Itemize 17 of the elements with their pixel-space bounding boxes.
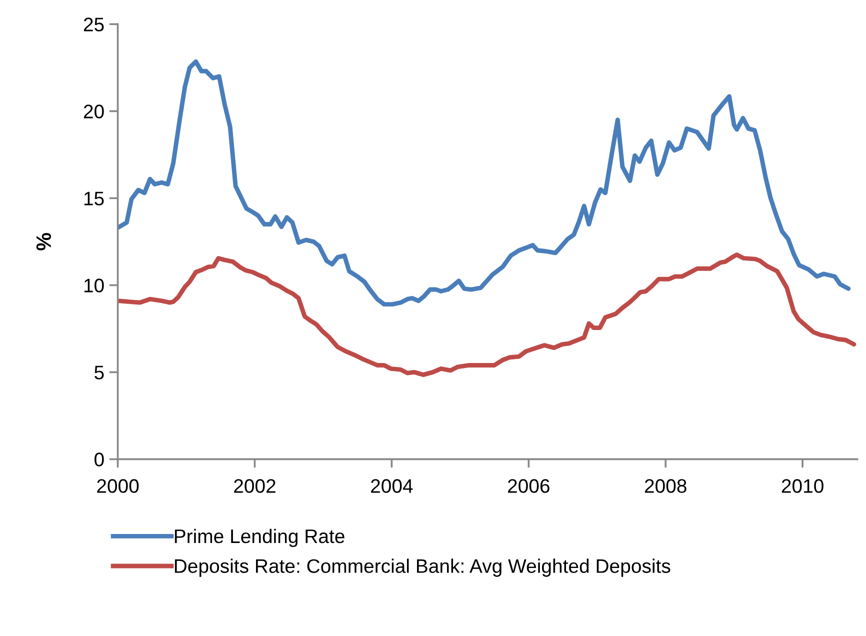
legend-label: Prime Lending Rate xyxy=(174,528,344,548)
x-tick-label: 2004 xyxy=(371,479,413,493)
x-tick-label: 2000 xyxy=(97,479,139,493)
line-series xyxy=(118,252,856,378)
y-tick-label: 15 xyxy=(84,192,104,206)
y-tick-label: 0 xyxy=(94,452,104,466)
x-tick-label: 2010 xyxy=(782,479,824,493)
y-tick-label: 20 xyxy=(84,104,104,118)
x-tick-label: 2008 xyxy=(644,479,686,493)
x-tick-label: 2002 xyxy=(234,479,276,493)
y-tick-label: 10 xyxy=(84,278,104,292)
y-tick-label: 25 xyxy=(84,18,104,32)
y-tick-label: 5 xyxy=(94,366,104,380)
x-tick-label: 2006 xyxy=(508,479,550,493)
y-axis-title: % xyxy=(36,232,52,250)
legend-label: Deposits Rate: Commercial Bank: Avg Weighted Deposits xyxy=(174,558,670,577)
line-series xyxy=(118,59,851,307)
